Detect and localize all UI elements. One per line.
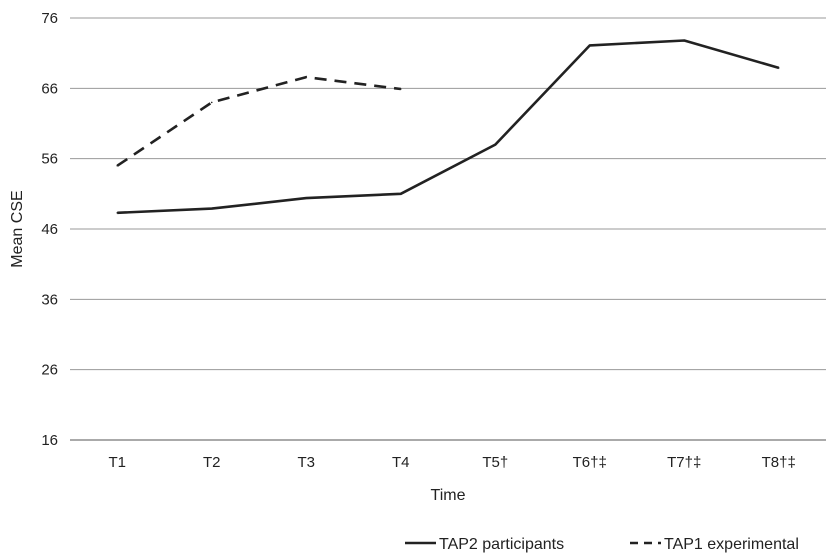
x-tick-label: T6†‡ [573, 454, 607, 471]
data-point [210, 207, 213, 210]
data-point [777, 67, 780, 69]
x-tick-label: T7†‡ [667, 454, 701, 471]
x-axis-title: Time [431, 487, 466, 504]
x-tick-label: T8†‡ [762, 454, 796, 471]
data-point [116, 164, 119, 167]
y-tick-label: 36 [41, 291, 58, 308]
y-tick-label: 26 [41, 362, 58, 379]
data-point [588, 44, 591, 47]
gridlines [70, 17, 826, 441]
data-point [305, 76, 308, 78]
y-tick-label: 56 [41, 151, 58, 168]
data-point [305, 197, 308, 199]
data-point [116, 212, 119, 214]
legend-label: TAP2 participants [439, 536, 564, 553]
y-axis-ticks: 16 26 36 46 56 66 76 [41, 10, 58, 449]
series-line-2 [116, 75, 401, 167]
data-point [683, 39, 686, 42]
x-tick-label: T5† [482, 454, 508, 471]
y-tick-label: 46 [41, 221, 58, 238]
x-tick-label: T2 [203, 454, 221, 471]
series-line-1 [117, 39, 780, 215]
data-point [399, 88, 402, 90]
x-axis-ticks: T1 T2 T3 T4 T5† T6†‡ T7†‡ T8†‡ [108, 454, 795, 471]
data-point [494, 143, 497, 146]
x-tick-label: T3 [297, 454, 315, 471]
x-tick-label: T1 [108, 454, 126, 471]
legend-label: TAP1 experimental [664, 536, 799, 553]
y-tick-label: 16 [41, 432, 58, 449]
data-point [399, 193, 402, 195]
data-point [210, 101, 213, 104]
x-tick-label: T4 [392, 454, 410, 471]
y-axis-title: Mean CSE [9, 190, 26, 267]
y-tick-label: 76 [41, 10, 58, 27]
y-tick-label: 66 [41, 80, 58, 97]
legend: TAP2 participants TAP1 experimental [405, 536, 799, 553]
series-lines [116, 39, 780, 215]
